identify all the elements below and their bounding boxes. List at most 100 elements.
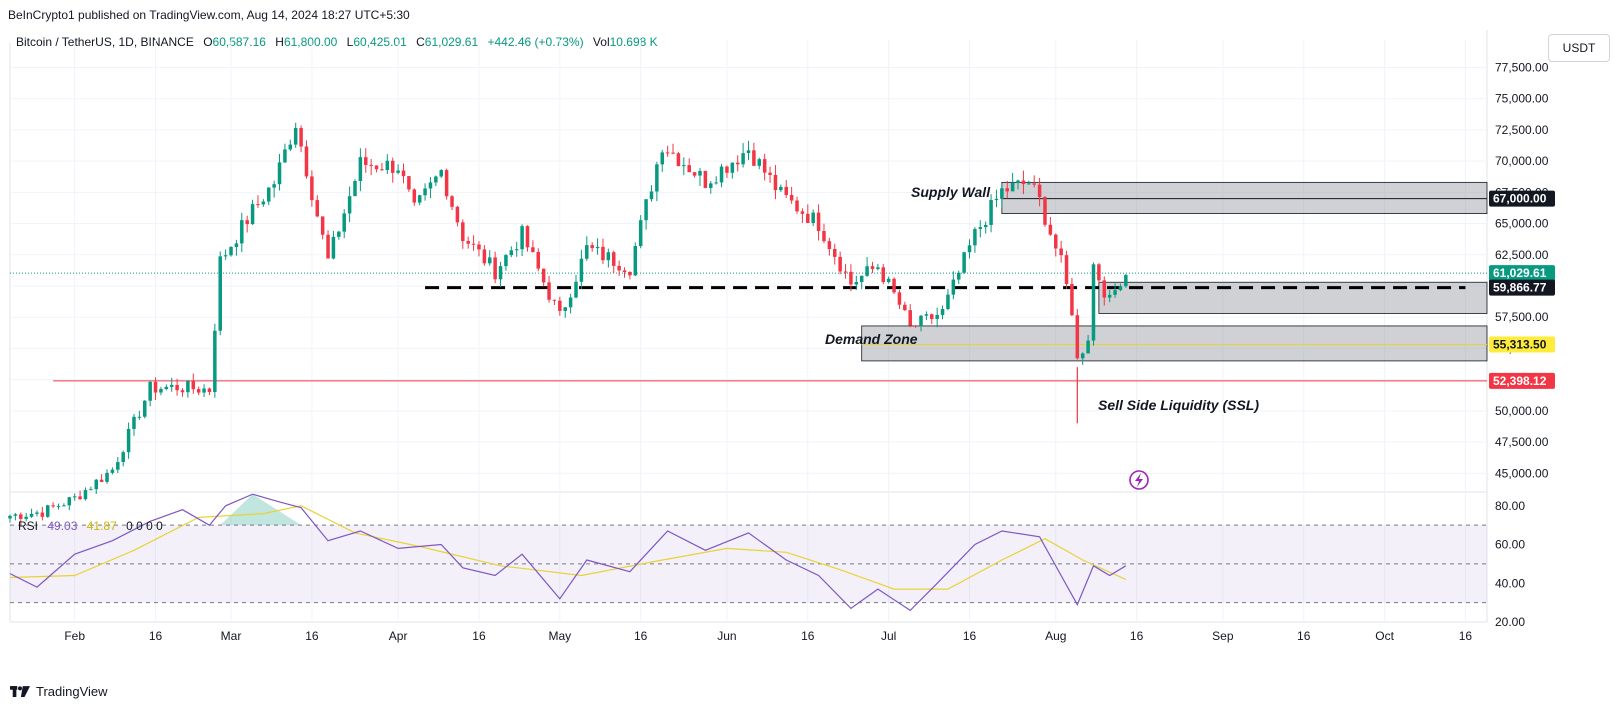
time-tick-label: 16 bbox=[634, 629, 648, 643]
time-tick-label: Feb bbox=[64, 629, 85, 643]
currency-button[interactable]: USDT bbox=[1548, 34, 1610, 62]
footer-brand[interactable]: TradingView bbox=[10, 684, 108, 699]
candle-body bbox=[601, 246, 605, 261]
candle-body bbox=[962, 252, 966, 273]
candle-body bbox=[396, 170, 400, 173]
candle-body bbox=[908, 310, 912, 326]
candle-body bbox=[951, 279, 956, 295]
candle-body bbox=[784, 186, 788, 195]
candle-body bbox=[1032, 183, 1036, 185]
price-tick-label: 45,000.00 bbox=[1495, 466, 1549, 480]
time-tick-label: Sep bbox=[1212, 629, 1234, 643]
rsi-extra-values: 0 0 0 0 bbox=[126, 519, 163, 533]
rsi-label[interactable]: RSI bbox=[18, 519, 39, 533]
candle-body bbox=[137, 416, 142, 418]
price-tick-label: 70,000.00 bbox=[1495, 154, 1549, 168]
candle-body bbox=[444, 170, 449, 197]
close-value: 61,029.61 bbox=[424, 35, 479, 49]
candle-body bbox=[175, 384, 179, 391]
price-tick-label: 50,000.00 bbox=[1495, 404, 1549, 418]
symbol-title[interactable]: Bitcoin / TetherUS, 1D, BINANCE bbox=[16, 35, 194, 49]
candle-body bbox=[1043, 197, 1047, 225]
candle-body bbox=[169, 384, 174, 387]
candle-body bbox=[611, 252, 616, 266]
publish-attribution: BeInCrypto1 published on TradingView.com… bbox=[8, 8, 410, 22]
candle-body bbox=[886, 278, 891, 283]
time-tick-label: Jul bbox=[881, 629, 896, 643]
volume-value: 10.698 K bbox=[609, 35, 658, 49]
candle-body bbox=[541, 268, 546, 283]
candle-body bbox=[256, 204, 260, 206]
price-tick-label: 65,000.00 bbox=[1495, 217, 1549, 231]
time-tick-label: May bbox=[548, 629, 571, 643]
candle-body bbox=[245, 220, 249, 225]
candle-body bbox=[477, 244, 481, 250]
candle-body bbox=[811, 212, 815, 223]
candle-body bbox=[897, 292, 902, 305]
candle-body bbox=[935, 314, 939, 319]
candle-body bbox=[250, 204, 255, 225]
candle-body bbox=[466, 241, 470, 244]
price-label-text: 59,866.77 bbox=[1493, 281, 1547, 295]
price-tick-label: 57,500.00 bbox=[1495, 310, 1549, 324]
candle-body bbox=[272, 184, 276, 188]
low-value: 60,425.01 bbox=[353, 35, 407, 49]
time-tick-label: 16 bbox=[1130, 629, 1144, 643]
candle-body bbox=[202, 388, 206, 393]
candle-body bbox=[417, 195, 422, 203]
candle-body bbox=[644, 199, 648, 221]
candle-body bbox=[638, 220, 643, 247]
candle-body bbox=[164, 386, 169, 390]
candle-body bbox=[660, 152, 665, 165]
time-tick-label: Apr bbox=[389, 629, 408, 643]
time-tick-label: 16 bbox=[472, 629, 486, 643]
candle-body bbox=[186, 381, 190, 393]
candle-body bbox=[924, 314, 929, 316]
time-tick-label: 16 bbox=[801, 629, 815, 643]
candle-body bbox=[1064, 255, 1069, 284]
candle-body bbox=[121, 452, 125, 463]
candle-body bbox=[698, 170, 702, 176]
candle-body bbox=[1091, 264, 1096, 341]
candle-body bbox=[353, 181, 357, 197]
candle-body bbox=[504, 255, 508, 267]
candle-body bbox=[24, 516, 28, 519]
candle-body bbox=[369, 164, 373, 166]
candle-body bbox=[994, 198, 999, 200]
candle-body bbox=[412, 189, 417, 203]
candle-body bbox=[806, 213, 810, 223]
candle-body bbox=[779, 186, 783, 191]
candle-body bbox=[671, 152, 675, 154]
candle-body bbox=[471, 243, 476, 245]
candle-body bbox=[730, 162, 735, 173]
candle-body bbox=[849, 271, 853, 285]
candle-body bbox=[83, 490, 88, 500]
candle-body bbox=[159, 389, 163, 393]
candle-body bbox=[45, 505, 50, 517]
candle-body bbox=[913, 325, 918, 327]
candle-body bbox=[822, 231, 826, 242]
candle-body bbox=[347, 196, 352, 214]
open-value: 60,587.16 bbox=[212, 35, 266, 49]
candle-body bbox=[919, 315, 923, 327]
candle-body bbox=[428, 182, 433, 189]
candle-body bbox=[876, 267, 880, 270]
candle-body bbox=[655, 164, 659, 192]
candle-body bbox=[374, 165, 379, 170]
candle-body bbox=[757, 159, 762, 166]
candle-body bbox=[1080, 353, 1085, 359]
candle-body bbox=[126, 428, 131, 453]
time-tick-label: 16 bbox=[149, 629, 163, 643]
time-tick-label: 16 bbox=[963, 629, 977, 643]
candle-body bbox=[665, 152, 670, 154]
candle-body bbox=[148, 381, 152, 401]
candle-body bbox=[854, 282, 859, 285]
close-label: C bbox=[416, 35, 425, 49]
candle-body bbox=[714, 182, 718, 184]
candle-body bbox=[493, 257, 497, 280]
candle-body bbox=[622, 270, 627, 273]
candle-body bbox=[423, 188, 427, 196]
candle-body bbox=[180, 390, 185, 393]
candle-body bbox=[816, 212, 821, 232]
